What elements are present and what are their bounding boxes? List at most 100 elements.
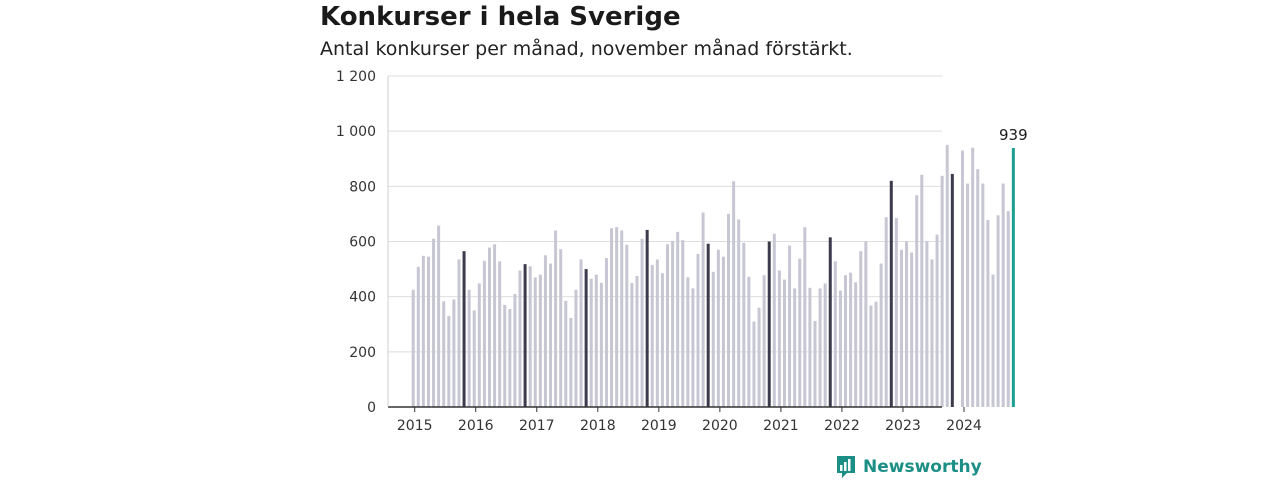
bar	[681, 240, 685, 407]
bar	[833, 261, 837, 407]
bar	[447, 315, 451, 407]
y-tick-label: 400	[349, 290, 376, 306]
bar	[523, 264, 527, 407]
bar	[706, 243, 710, 407]
x-tick-label: 2016	[458, 418, 494, 434]
bar	[986, 219, 990, 407]
bar	[686, 277, 690, 407]
bar	[457, 259, 461, 407]
bar	[411, 289, 415, 407]
bar	[543, 255, 547, 407]
latest-value-label: 939	[999, 126, 1028, 144]
bar	[844, 275, 848, 407]
y-axis-labels: 0 200 400 600 800 1 000 1 200	[336, 69, 376, 416]
bar	[905, 241, 909, 407]
bar	[767, 241, 771, 407]
bar	[584, 269, 588, 407]
bar	[838, 290, 842, 407]
bar	[879, 263, 883, 407]
bar	[884, 217, 888, 407]
x-tick-label: 2022	[824, 418, 860, 434]
bar	[533, 277, 537, 407]
bar	[610, 228, 614, 407]
bar	[772, 233, 776, 407]
bar	[793, 288, 797, 407]
bar	[737, 219, 741, 407]
bar	[421, 255, 425, 407]
bar	[538, 274, 542, 407]
bar	[813, 320, 817, 407]
bar	[559, 249, 563, 407]
bar	[996, 215, 1000, 407]
bar	[859, 251, 863, 407]
bar	[732, 181, 736, 407]
bar	[782, 279, 786, 407]
bar	[757, 307, 761, 407]
bar	[467, 289, 471, 407]
brand-name: Newsworthy	[863, 457, 982, 477]
bar	[604, 258, 608, 407]
x-tick-label: 2018	[580, 418, 616, 434]
bars	[411, 144, 1015, 408]
bar	[487, 247, 491, 407]
bar	[915, 195, 919, 407]
chart-subtitle: Antal konkurser per månad, november måna…	[320, 38, 853, 60]
bar	[508, 309, 512, 407]
x-tick-label: 2019	[641, 418, 677, 434]
bar	[630, 282, 634, 407]
bar	[1011, 147, 1015, 407]
bar	[554, 230, 558, 407]
bar	[635, 275, 639, 407]
bar	[854, 282, 858, 407]
bar	[727, 213, 731, 407]
bar	[442, 301, 446, 407]
bar	[518, 270, 522, 407]
bar	[864, 241, 868, 407]
bar	[513, 293, 517, 407]
bar	[803, 227, 807, 407]
annotations: 939	[999, 126, 1028, 144]
x-tick-label: 2021	[763, 418, 799, 434]
bar	[716, 249, 720, 407]
bar	[869, 305, 873, 407]
bar	[981, 183, 985, 407]
bar	[920, 174, 924, 407]
bar	[798, 258, 802, 407]
bar	[640, 238, 644, 407]
bar	[1006, 211, 1010, 407]
bar	[971, 147, 975, 407]
bar	[462, 251, 466, 407]
bar	[615, 227, 619, 407]
grid-lines	[388, 75, 942, 353]
x-tick-label: 2015	[397, 418, 433, 434]
bar	[503, 304, 507, 407]
bar	[940, 175, 944, 407]
x-tick-label: 2023	[885, 418, 921, 434]
bar	[599, 282, 603, 407]
y-tick-label: 0	[367, 400, 376, 416]
bar	[498, 261, 502, 407]
bar	[452, 299, 456, 407]
bar	[477, 283, 481, 407]
bar	[625, 244, 629, 407]
bar	[935, 234, 939, 407]
bar	[482, 260, 486, 407]
y-tick-label: 1 200	[336, 69, 376, 85]
bar	[696, 253, 700, 407]
bar	[925, 240, 929, 407]
bar	[808, 287, 812, 407]
y-tick-label: 800	[349, 179, 376, 195]
bar	[676, 231, 680, 407]
bar	[645, 229, 649, 407]
bar	[437, 225, 441, 407]
bar	[849, 272, 853, 407]
bar	[416, 266, 420, 407]
bar	[528, 266, 532, 407]
bar	[910, 252, 914, 407]
bar	[579, 259, 583, 407]
newsworthy-brand[interactable]: Newsworthy	[835, 454, 982, 480]
bar	[747, 276, 751, 407]
bar	[788, 245, 792, 407]
bar	[991, 274, 995, 407]
